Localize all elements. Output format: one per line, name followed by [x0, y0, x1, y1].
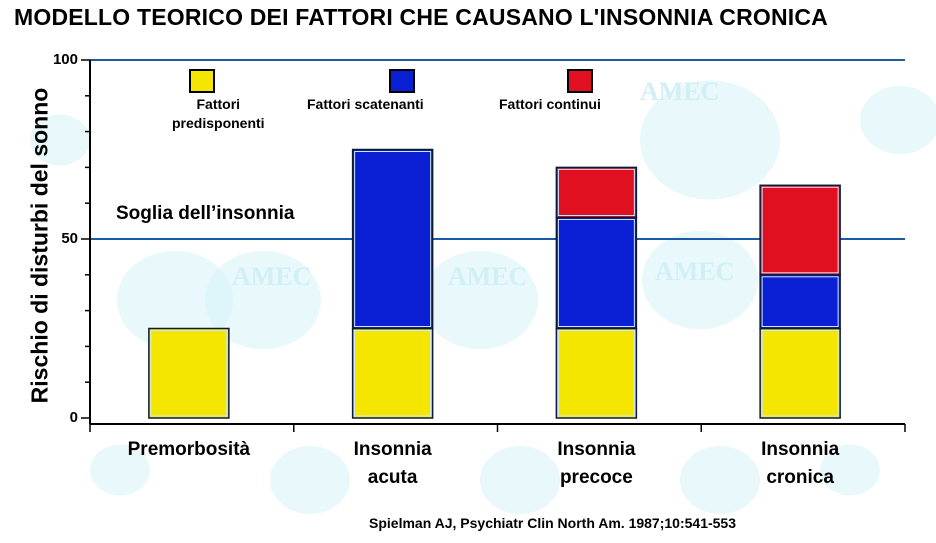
- watermark-text: AMEC: [655, 257, 734, 286]
- legend-swatch: [189, 69, 215, 93]
- y-tick-label: 0: [69, 409, 78, 426]
- bar-segment-highlight: [354, 151, 432, 327]
- source-citation: Spielman AJ, Psychiatr Clin North Am. 19…: [369, 515, 736, 531]
- watermark-blotch: [820, 444, 880, 496]
- x-tick-label-line: Insonnia: [557, 439, 636, 460]
- bar-segment-highlight: [557, 330, 635, 417]
- bar-segment-highlight: [761, 330, 839, 417]
- bar-segment: [759, 327, 841, 419]
- bar-segment: [351, 148, 434, 330]
- legend-label: Fattori continui: [499, 95, 601, 114]
- y-tick-label: 100: [52, 51, 78, 68]
- legend-label-line: Fattori continui: [499, 96, 601, 112]
- watermark-blotch: [90, 444, 150, 496]
- chart-title: MODELLO TEORICO DEI FATTORI CHE CAUSANO …: [14, 4, 828, 30]
- bar-segment-highlight: [761, 186, 839, 274]
- bar-segment: [148, 327, 230, 419]
- watermark-blotch: [117, 250, 233, 350]
- x-tick-label-line: Insonnia: [761, 439, 840, 460]
- bar-segment: [555, 216, 638, 330]
- watermark-text: AMEC: [640, 77, 719, 106]
- bar-segment: [555, 327, 638, 419]
- bar-segment-highlight: [150, 330, 228, 417]
- watermark-blotch: [205, 250, 321, 350]
- x-tick-label: Insonnia cronica: [710, 436, 890, 492]
- watermark-blotch: [680, 446, 760, 514]
- legend-label-line: predisponenti: [172, 115, 265, 131]
- bar-segment-highlight: [557, 219, 635, 328]
- watermark-blotch: [860, 86, 936, 154]
- watermark-blotch: [422, 250, 538, 350]
- watermark-text: AMEC: [448, 262, 527, 291]
- legend-label: Fattori scatenanti: [307, 95, 424, 114]
- x-tick-label-line: precoce: [559, 467, 633, 488]
- y-tick-label: 50: [61, 230, 78, 247]
- x-tick-label: Insonnia acuta: [303, 436, 483, 492]
- bar-segment-highlight: [761, 276, 839, 327]
- watermark-blotch: [30, 114, 90, 166]
- x-tick-label: Insonnia precoce: [506, 436, 686, 492]
- bar-segment: [759, 184, 841, 276]
- bar-segment-highlight: [354, 330, 432, 417]
- bar-segment: [555, 166, 638, 219]
- watermark-blotch: [640, 80, 780, 200]
- legend-label-line: Fattori: [196, 96, 241, 112]
- x-tick-label-line: cronica: [766, 467, 834, 488]
- watermark-blotch: [480, 446, 560, 514]
- bar-segment-highlight: [557, 168, 635, 217]
- threshold-label: Soglia dell’insonnia: [116, 203, 295, 224]
- x-tick-label-line: acuta: [367, 467, 418, 488]
- x-tick-label-line: Insonnia: [353, 439, 432, 460]
- bar-segment: [351, 327, 434, 419]
- bar-segment: [759, 274, 841, 330]
- x-tick-label-line: Premorbosità: [127, 439, 251, 460]
- legend-label: Fattori predisponenti: [172, 95, 265, 133]
- legend-swatch: [567, 69, 593, 93]
- watermark-text: AMEC: [232, 262, 311, 291]
- watermark-blotch: [270, 446, 350, 514]
- legend-swatch: [389, 69, 415, 93]
- legend-label-line: Fattori scatenanti: [307, 96, 424, 112]
- x-tick-label: Premorbosità: [99, 436, 279, 464]
- watermark-blotch: [642, 230, 758, 330]
